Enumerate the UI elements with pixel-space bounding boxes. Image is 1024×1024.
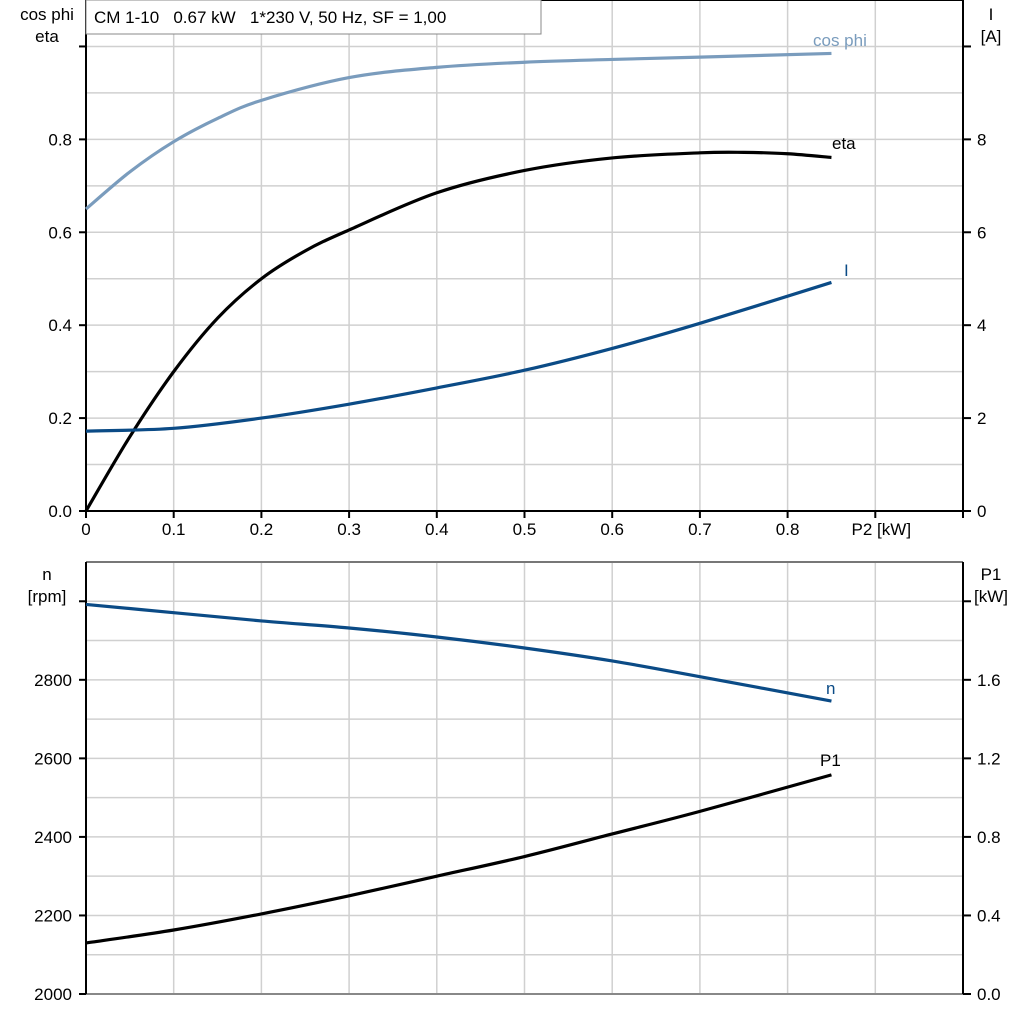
series-label-p1: P1	[820, 751, 841, 770]
y-left-tick-label: 2600	[34, 749, 72, 768]
y-left-tick-label: 0.0	[48, 502, 72, 521]
series-line-i	[85, 280, 832, 433]
y-right-axis-label: [kW]	[974, 587, 1008, 606]
y-right-tick-label: 1.6	[977, 671, 1001, 690]
y-left-tick-label: 0.4	[48, 316, 72, 335]
y-left-tick-label: 0.2	[48, 409, 72, 428]
y-right-tick-label: 0	[977, 502, 986, 521]
y-right-axis-label: [A]	[981, 27, 1002, 46]
y-left-axis-label: n	[42, 565, 51, 584]
x-tick-label: 0.4	[425, 520, 449, 539]
series-line-n	[85, 602, 832, 703]
x-tick-label: 0.6	[600, 520, 624, 539]
x-tick-label: 0.7	[688, 520, 712, 539]
y-right-tick-label: 0.8	[977, 828, 1001, 847]
series-line-eta	[84, 150, 832, 512]
y-right-tick-label: 2	[977, 409, 986, 428]
y-left-tick-label: 2000	[34, 985, 72, 1004]
y-left-axis-label: [rpm]	[28, 587, 67, 606]
x-tick-label: 0	[81, 520, 90, 539]
chart-panel-1: 0.0 0 0.2 2 0.4 4 0.6 6 0.8 8 cos phi eta I [A] 0 0.1 0.…	[20, 0, 1001, 539]
y-right-tick-label: 8	[977, 130, 986, 149]
series-label-i: I	[844, 261, 849, 280]
x-tick-label: 0.8	[776, 520, 800, 539]
series-line-cos-phi	[84, 51, 832, 211]
series-label-eta: eta	[832, 134, 856, 153]
y-right-axis-label: P1	[981, 565, 1002, 584]
y-left-axis-label: cos phi	[20, 5, 74, 24]
y-left-tick-label: 2200	[34, 906, 72, 925]
x-tick-label: 0.1	[162, 520, 186, 539]
series-label-n: n	[826, 679, 835, 698]
y-left-tick-label: 2400	[34, 828, 72, 847]
chart-title: CM 1-10 0.67 kW 1*230 V, 50 Hz, SF = 1,0…	[94, 8, 446, 27]
x-tick-label: 0.3	[337, 520, 361, 539]
title-box: CM 1-10 0.67 kW 1*230 V, 50 Hz, SF = 1,0…	[85, 0, 542, 35]
y-right-tick-label: 6	[977, 223, 986, 242]
y-right-axis-label: I	[989, 5, 994, 24]
y-left-axis-label: eta	[35, 27, 59, 46]
y-left-tick-label: 0.8	[48, 130, 72, 149]
y-right-tick-label: 0.4	[977, 906, 1001, 925]
series-label-cos-phi: cos phi	[813, 31, 867, 50]
y-right-tick-label: 1.2	[977, 749, 1001, 768]
x-tick-label: 0.5	[513, 520, 537, 539]
chart-panel-2: 2000 0.0 2200 0.4 2400 0.8 2600 1.2 2800 1.6 n [rpm…	[28, 561, 1008, 1004]
x-tick-label: 0.2	[250, 520, 274, 539]
y-left-tick-label: 2800	[34, 671, 72, 690]
series-line-p1	[85, 773, 832, 945]
y-right-tick-label: 4	[977, 316, 986, 335]
y-left-tick-label: 0.6	[48, 223, 72, 242]
y-right-tick-label: 0.0	[977, 985, 1001, 1004]
x-axis-label: P2 [kW]	[852, 520, 912, 539]
